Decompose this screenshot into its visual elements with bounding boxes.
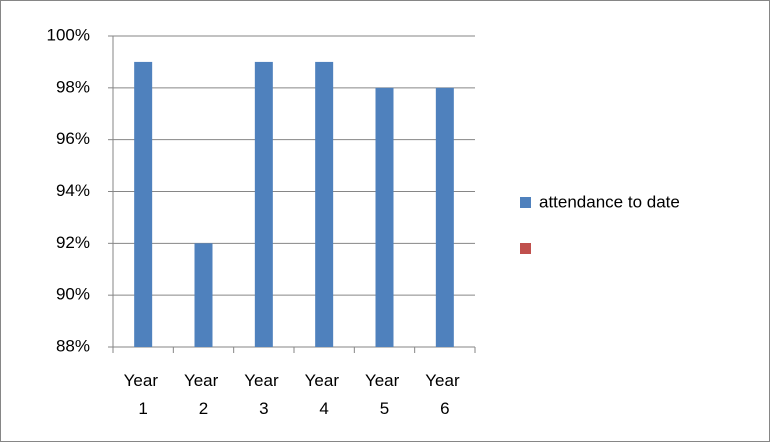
bar xyxy=(375,87,394,347)
y-tick-label: 92% xyxy=(56,233,90,252)
y-tick-label: 88% xyxy=(56,336,90,355)
bar xyxy=(134,61,153,348)
y-tick-label: 96% xyxy=(56,129,90,148)
x-tick-label: Year 3 xyxy=(244,371,283,418)
bar xyxy=(435,87,454,347)
x-tick-label: Year 5 xyxy=(365,371,404,418)
x-tick-label: Year 2 xyxy=(184,371,223,418)
y-tick-label: 94% xyxy=(56,181,90,200)
bar xyxy=(254,61,273,348)
x-tick-label: Year 4 xyxy=(305,371,344,418)
y-tick-label: 100% xyxy=(47,25,90,44)
bar xyxy=(315,61,334,348)
bar xyxy=(194,243,213,347)
legend-label: attendance to date xyxy=(539,192,680,211)
y-tick-label: 90% xyxy=(56,285,90,304)
y-tick-label: 98% xyxy=(56,77,90,96)
x-tick-label: Year 6 xyxy=(425,371,464,418)
x-tick-label: Year 1 xyxy=(124,371,163,418)
legend-swatch xyxy=(520,197,531,208)
legend-swatch xyxy=(520,243,531,254)
